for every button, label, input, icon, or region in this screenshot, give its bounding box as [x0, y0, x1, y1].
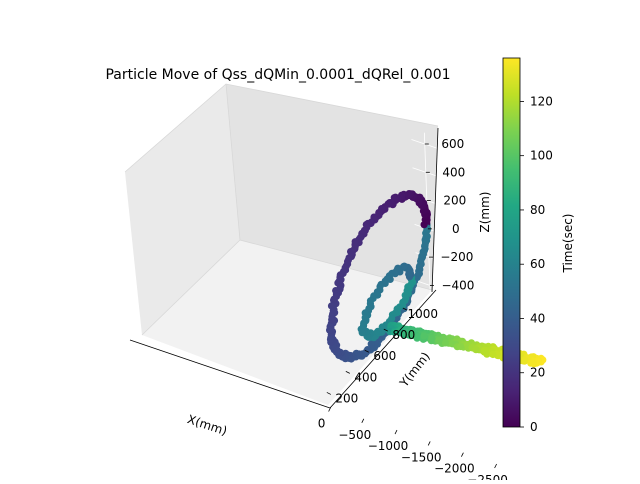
scatter-point	[326, 326, 334, 334]
y-tick-label: 200	[335, 391, 358, 405]
scatter-point	[361, 314, 369, 322]
y-tick-mark	[364, 349, 369, 353]
pane-back	[226, 84, 438, 290]
scatter-point	[330, 295, 338, 303]
z-grid-line	[411, 139, 612, 319]
z-grid-line	[412, 167, 613, 347]
z-ticks: −400 −200 0 200 400 600	[424, 137, 474, 292]
y-axis-line	[329, 289, 437, 409]
scatter-point	[401, 291, 409, 299]
y-axis-label: Y(mm)	[396, 349, 432, 390]
chart-title: Particle Move of Qss_dQMin_0.0001_dQRel_…	[105, 67, 450, 83]
y-tick-mark	[345, 370, 350, 374]
colorbar	[502, 57, 521, 428]
grid-lines	[330, 132, 617, 465]
y-tick-label: 600	[373, 349, 396, 363]
x-tick-label: −1000	[368, 439, 409, 453]
scatter-point	[420, 332, 428, 340]
scatter-point	[399, 263, 407, 271]
z-axis-line	[431, 127, 439, 293]
scatter-point	[326, 335, 335, 343]
colorbar-tick-label: 100	[530, 149, 553, 163]
x-grid-line	[363, 143, 464, 420]
pane-edges	[124, 83, 439, 336]
scatter-point	[334, 279, 342, 287]
y-tick-label: 1000	[408, 307, 439, 321]
y-tick-label: 400	[354, 370, 377, 384]
scatter-point	[441, 339, 450, 347]
z-tick-label: 0	[452, 222, 460, 236]
scatter-point	[435, 336, 443, 345]
y-tick-label: 800	[392, 328, 415, 342]
y-grid-line	[358, 275, 546, 440]
z-tick-label: 400	[442, 165, 465, 179]
y-grid-line	[415, 211, 603, 377]
z-axis-label: Z(mm)	[478, 192, 492, 233]
scatter-point	[421, 236, 429, 244]
x-grid-line	[463, 177, 564, 453]
y-tick-mark	[383, 328, 388, 332]
colorbar-tick-label: 120	[530, 94, 553, 108]
pane-floor	[142, 240, 432, 405]
y-tick-mark	[402, 307, 407, 311]
scatter-point	[328, 316, 336, 324]
x-tick-mark	[328, 407, 331, 412]
colorbar-tick-label: 60	[530, 257, 545, 271]
y-grid-line	[377, 253, 565, 419]
x-tick-mark	[361, 418, 365, 423]
axis-lines	[129, 127, 439, 409]
scatter-point	[480, 346, 489, 354]
scatter-point	[428, 334, 436, 342]
scatter-point	[489, 350, 497, 359]
x-tick-label: −2000	[434, 462, 475, 476]
z-tick-label: 200	[443, 194, 466, 208]
x-tick-label: 0	[318, 417, 326, 431]
colorbar-tick-label: 80	[530, 203, 545, 217]
scatter-point	[472, 346, 480, 354]
x-tick-label: −500	[338, 428, 371, 442]
z-grid-line	[415, 252, 616, 432]
x-tick-mark	[461, 452, 464, 457]
y-ticks: 200 400 600 800 1000	[326, 307, 439, 405]
x-tick-mark	[494, 463, 497, 469]
colorbar-ticks: 0 20 40 60 80 100 120	[520, 94, 553, 434]
x-axis-label: X(mm)	[186, 412, 229, 438]
colorbar-tick-label: 20	[530, 366, 545, 380]
z-tick-label: −400	[441, 278, 474, 292]
z-tick-label: −200	[440, 250, 473, 264]
scatter-point	[420, 221, 428, 229]
scatter-point	[529, 359, 538, 367]
y-tick-mark	[326, 392, 331, 395]
colorbar-tick-label: 40	[530, 311, 545, 325]
x-grid-line	[496, 189, 597, 465]
x-grid-line	[396, 155, 498, 431]
pane-left	[125, 84, 240, 335]
z-grid-line	[416, 280, 617, 460]
z-grid-line	[414, 223, 615, 404]
x-tick-label: −2500	[467, 473, 508, 480]
scatter-point	[456, 342, 465, 351]
x-tick-mark	[427, 441, 431, 446]
scatter-points	[326, 190, 547, 368]
x-axis-line	[129, 339, 331, 409]
z-grid-line	[413, 195, 614, 375]
x-tick-label: −1500	[401, 450, 442, 464]
scatter-point	[327, 302, 336, 310]
x-ticks: −2500−2000−1500−1000−500 0	[318, 407, 508, 484]
x-grid-line	[429, 166, 531, 442]
y-grid-line	[396, 232, 584, 398]
scatter-point	[521, 356, 529, 364]
z-tick-label: 600	[441, 137, 464, 151]
colorbar-label: Time(sec)	[561, 214, 575, 274]
colorbar-tick-label: 0	[530, 420, 538, 434]
x-tick-mark	[394, 429, 398, 435]
scatter-point	[357, 325, 365, 333]
